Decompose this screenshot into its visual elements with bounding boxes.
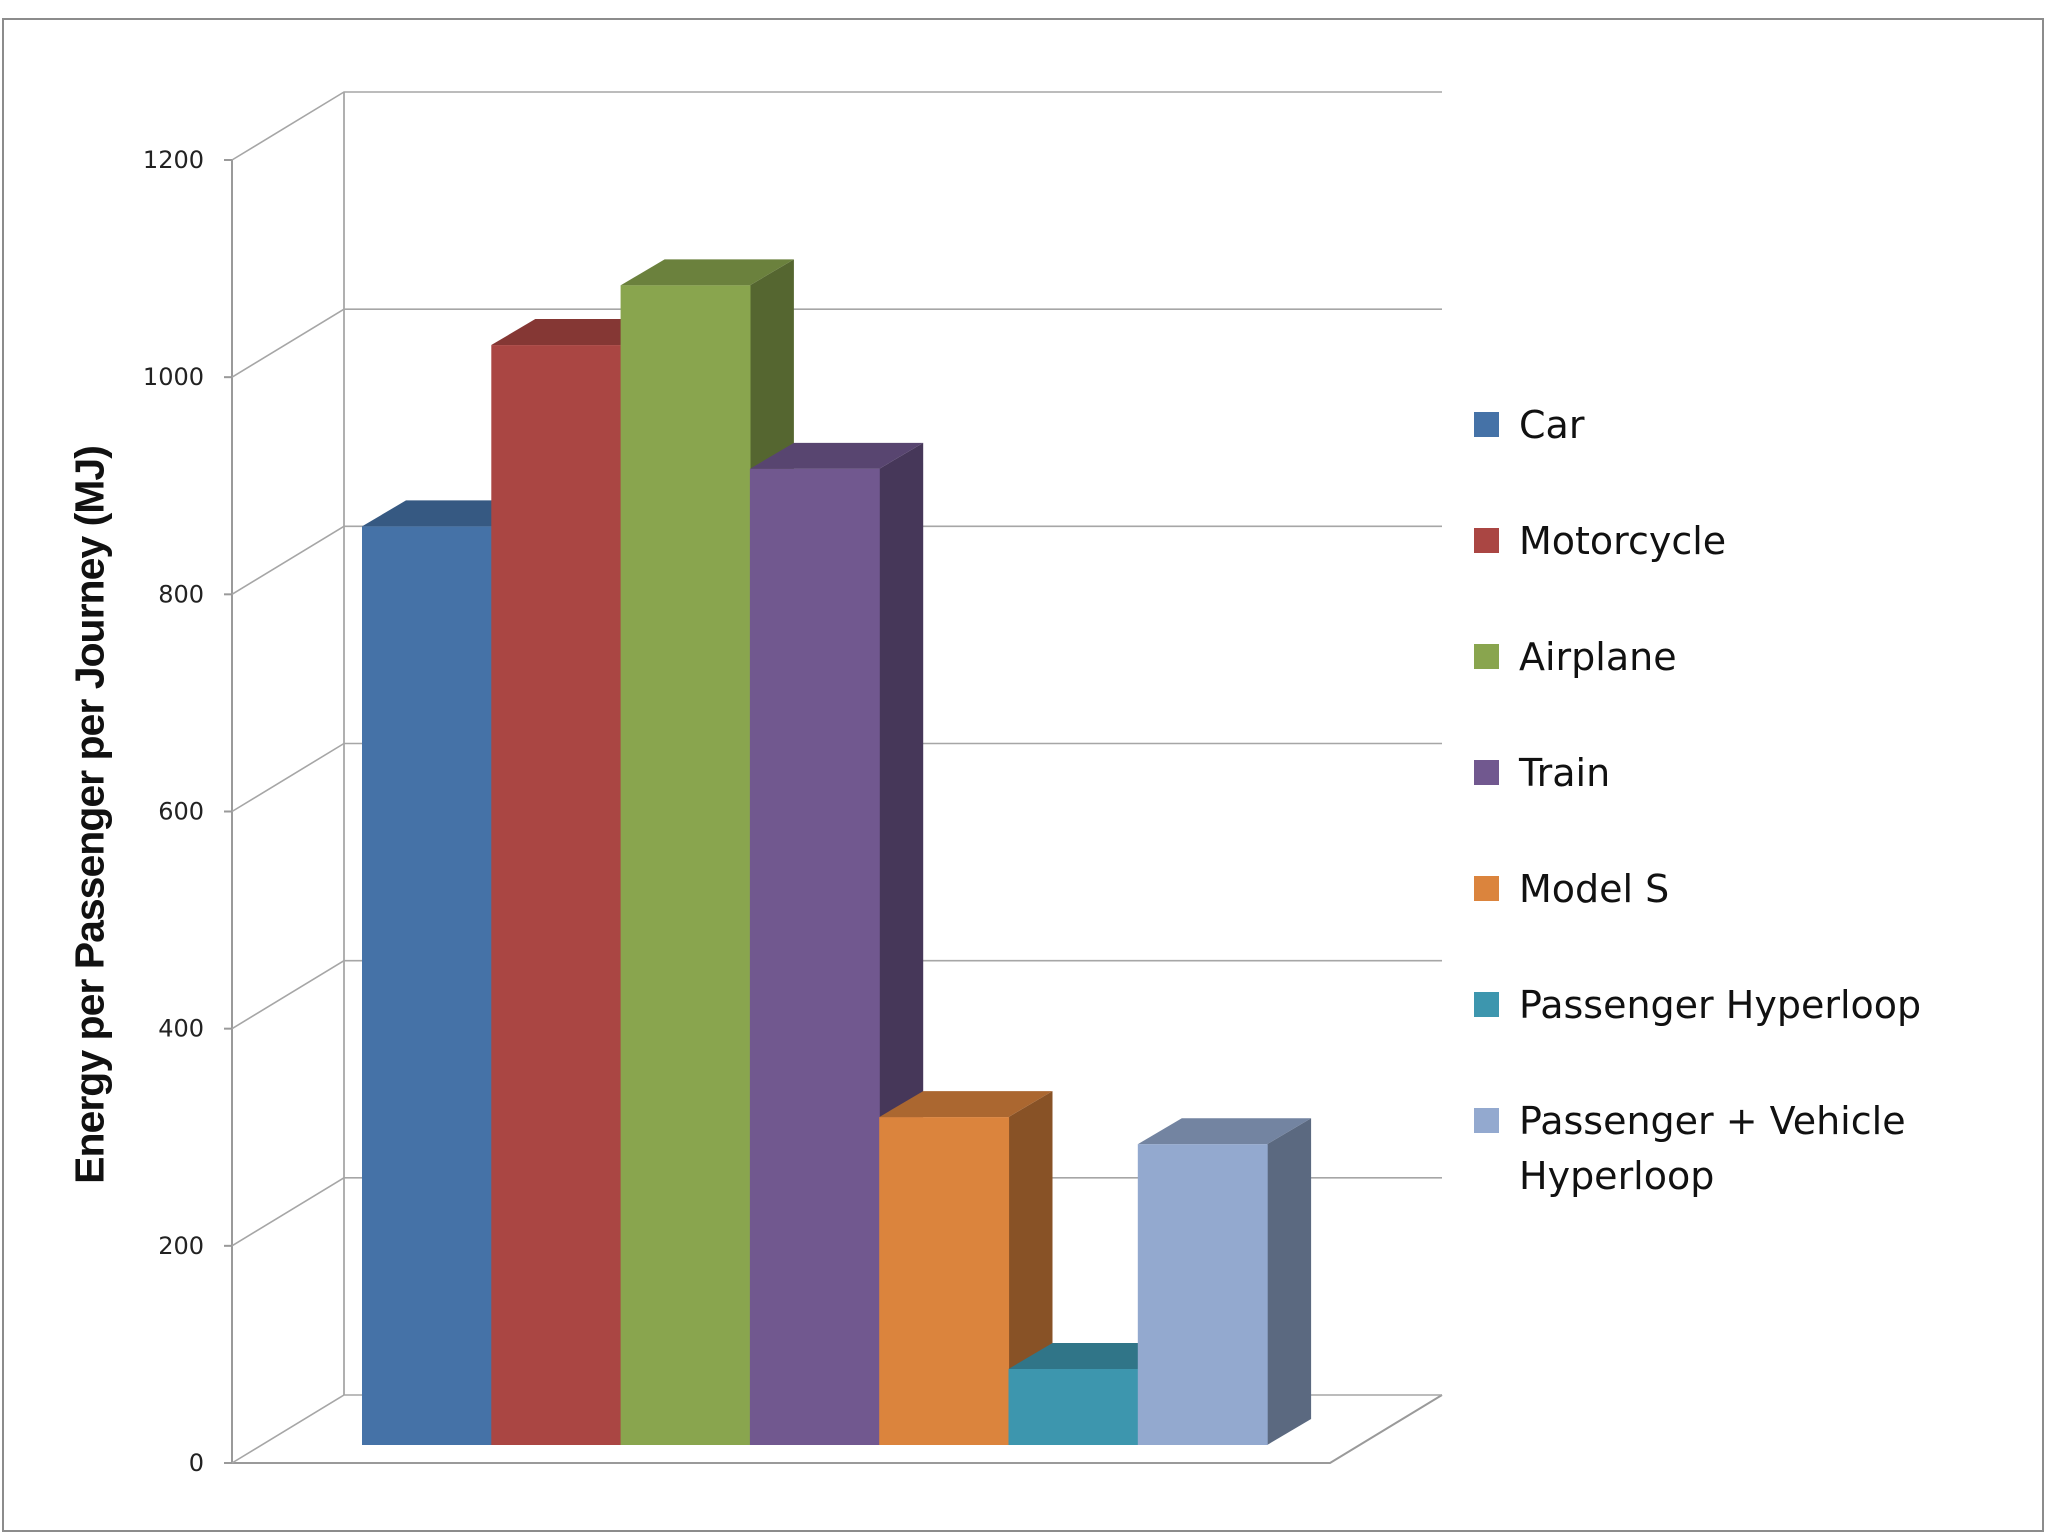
legend-item: Model S	[1474, 862, 2034, 917]
legend-swatch	[1474, 992, 1499, 1017]
legend-label: Passenger Hyperloop	[1519, 983, 1922, 1027]
gridline-200	[231, 1177, 1442, 1247]
legend-item: Airplane	[1474, 630, 2034, 685]
bar-passenger-vehicle-hyperloop	[1137, 1118, 1312, 1445]
gridline-600	[231, 742, 1442, 813]
legend-swatch	[1474, 528, 1499, 553]
legend-item: Passenger + Vehicle Hyperloop	[1474, 1094, 2034, 1204]
y-tick-label: 1200	[143, 146, 204, 174]
bar-front-face	[362, 526, 492, 1445]
legend-swatch	[1474, 1108, 1499, 1133]
bar-top-face	[1137, 1118, 1312, 1145]
legend-label: Model S	[1519, 867, 1670, 911]
legend-swatch	[1474, 644, 1499, 669]
legend-label: Motorcycle	[1519, 519, 1727, 563]
legend-label: Train	[1519, 751, 1611, 795]
bar-top-face	[749, 442, 924, 469]
y-tick-label: 0	[189, 1449, 204, 1477]
bars	[362, 259, 1312, 1446]
legend-label: Airplane	[1519, 635, 1677, 679]
y-axis-label: Energy per Passenger per Journey (MJ)	[66, 446, 113, 1184]
legend-item: Train	[1474, 746, 2034, 801]
y-axis-ticks: 0 200 400 600 800 1000 1200	[143, 146, 232, 1477]
y-tick-label: 1000	[143, 363, 204, 391]
legend-label: Car	[1519, 403, 1585, 447]
y-tick-label: 200	[158, 1232, 204, 1260]
y-tick-label: 600	[158, 798, 204, 826]
bar-top-face	[879, 1091, 1053, 1118]
y-tick-label: 800	[158, 580, 204, 608]
bar-top-face	[620, 259, 794, 286]
gridline-1200	[231, 91, 1442, 161]
legend-item: Passenger Hyperloop	[1474, 978, 2034, 1033]
bar-front-face	[1008, 1368, 1139, 1445]
legend-item: Motorcycle	[1474, 514, 2034, 569]
legend-label: Passenger + Vehicle Hyperloop	[1519, 1099, 1906, 1198]
y-tick-label: 400	[158, 1015, 204, 1043]
bar-front-face	[1137, 1144, 1268, 1445]
legend-swatch	[1474, 876, 1499, 901]
gridline-1000	[231, 308, 1442, 378]
gridline-400	[231, 959, 1442, 1030]
bar-front-face	[620, 285, 751, 1446]
legend-swatch	[1474, 760, 1499, 785]
bar-front-face	[879, 1117, 1010, 1445]
floor-outline	[232, 1394, 1443, 1464]
gridlines	[231, 91, 1442, 1464]
legend-swatch	[1474, 412, 1499, 437]
legend: Car Motorcycle Airplane Train Model S Passeng…	[1474, 398, 2034, 1265]
bar-model-s	[879, 1091, 1053, 1445]
bar-front-face	[749, 468, 880, 1446]
bar-front-face	[491, 345, 622, 1446]
bar-side-face	[1267, 1118, 1312, 1445]
legend-item: Car	[1474, 398, 2034, 453]
gridline-800	[231, 525, 1442, 596]
